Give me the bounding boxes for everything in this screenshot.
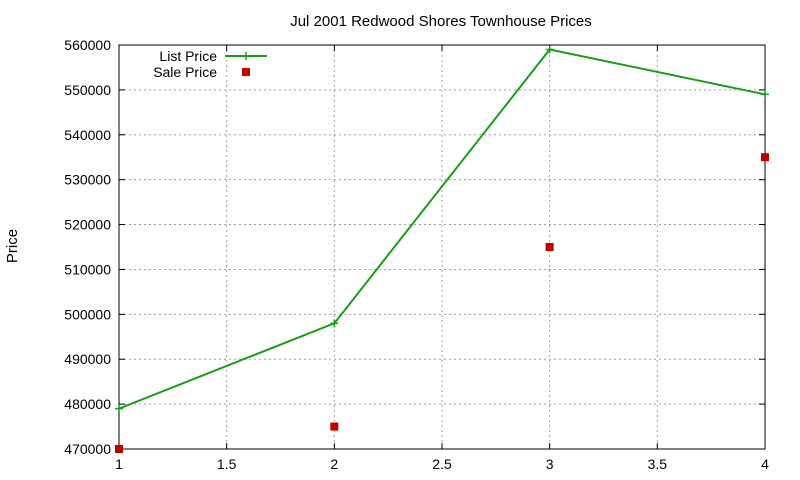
list-price-point bbox=[545, 45, 554, 54]
x-tick-label: 4 bbox=[761, 456, 769, 472]
x-axis: 1 1.5 2 2.5 3 3.5 4 bbox=[115, 45, 769, 472]
y-tick-label: 560000 bbox=[64, 37, 111, 53]
legend-label: Sale Price bbox=[153, 64, 217, 80]
x-tick-label: 3.5 bbox=[648, 456, 668, 472]
sale-price-point bbox=[761, 153, 769, 162]
y-tick-label: 480000 bbox=[64, 396, 111, 412]
y-tick-label: 500000 bbox=[64, 306, 111, 322]
legend-label: List Price bbox=[159, 48, 217, 64]
list-price-point bbox=[115, 404, 123, 413]
legend-swatch-marker bbox=[242, 52, 250, 60]
x-tick-label: 1 bbox=[115, 456, 123, 472]
y-tick-label: 490000 bbox=[64, 351, 111, 367]
x-tick-label: 2 bbox=[330, 456, 338, 472]
sale-price-point bbox=[115, 445, 123, 453]
list-price-point bbox=[761, 90, 769, 99]
y-axis-label: Price bbox=[4, 229, 21, 263]
list-price-line bbox=[118, 48, 766, 410]
sale-price-point bbox=[330, 422, 339, 431]
y-tick-label: 510000 bbox=[64, 261, 111, 277]
chart-title: Jul 2001 Redwood Shores Townhouse Prices bbox=[290, 13, 592, 30]
grid bbox=[119, 45, 765, 449]
legend-swatch-marker bbox=[242, 68, 250, 76]
y-tick-label: 530000 bbox=[64, 172, 111, 188]
x-tick-label: 2.5 bbox=[432, 456, 452, 472]
x-tick-label: 1.5 bbox=[217, 456, 237, 472]
y-axis: 470000 480000 490000 500000 510000 520000 5300… bbox=[64, 37, 765, 457]
y-tick-label: 470000 bbox=[64, 441, 111, 457]
y-tick-label: 520000 bbox=[64, 217, 111, 233]
list-price-point bbox=[330, 319, 339, 328]
x-tick-label: 3 bbox=[546, 456, 554, 472]
series-layer bbox=[115, 45, 769, 453]
sale-price-point bbox=[545, 243, 554, 251]
y-tick-label: 540000 bbox=[64, 127, 111, 143]
y-tick-label: 550000 bbox=[64, 82, 111, 98]
